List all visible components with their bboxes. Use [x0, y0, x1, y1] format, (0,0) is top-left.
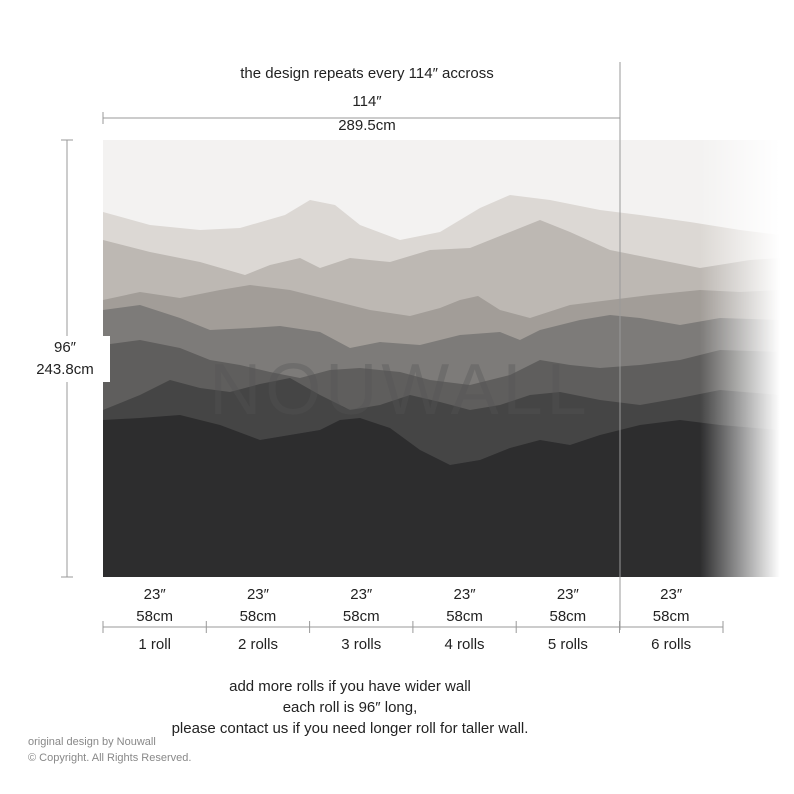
roll-width-in: 23″ — [557, 586, 580, 603]
roll-label: 3 rolls — [341, 636, 381, 653]
roll-width-cm: 58cm — [343, 608, 380, 625]
roll-width-in: 23″ — [247, 586, 270, 603]
roll-label: 5 rolls — [548, 636, 588, 653]
note-line: please contact us if you need longer rol… — [172, 720, 529, 737]
roll-label: 6 rolls — [651, 636, 691, 653]
roll-width-in: 23″ — [454, 586, 477, 603]
roll-width-in: 23″ — [660, 586, 683, 603]
roll-width-cm: 58cm — [240, 608, 277, 625]
note-line: each roll is 96″ long, — [283, 699, 418, 716]
roll-width-in: 23″ — [144, 586, 167, 603]
notes: add more rolls if you have wider wall eac… — [172, 678, 529, 737]
rolls: 23″ 58cm 1 roll 23″ 58cm 2 rolls 23″ 58cm 3 roll… — [102, 586, 724, 653]
copyright: © Copyright. All Rights Reserved. — [28, 752, 191, 764]
height-cm: 243.8cm — [36, 361, 94, 378]
roll-width-cm: 58cm — [446, 608, 483, 625]
roll-width-cm: 58cm — [653, 608, 690, 625]
roll-width-in: 23″ — [350, 586, 373, 603]
credit: original design by Nouwall — [28, 736, 156, 748]
note-line: add more rolls if you have wider wall — [229, 678, 471, 695]
roll-width-cm: 58cm — [136, 608, 173, 625]
roll-label: 4 rolls — [445, 636, 485, 653]
height-in: 96″ — [54, 339, 77, 356]
repeat-title: the design repeats every 114″ accross — [240, 65, 494, 82]
label-bg — [20, 336, 110, 382]
roll-width-cm: 58cm — [550, 608, 587, 625]
mural-image: NOUWALL — [103, 140, 780, 577]
width-cm: 289.5cm — [338, 117, 396, 134]
roll-label: 2 rolls — [238, 636, 278, 653]
width-in: 114″ — [352, 93, 382, 110]
watermark: NOUWALL — [209, 350, 590, 430]
roll-label: 1 roll — [138, 636, 171, 653]
